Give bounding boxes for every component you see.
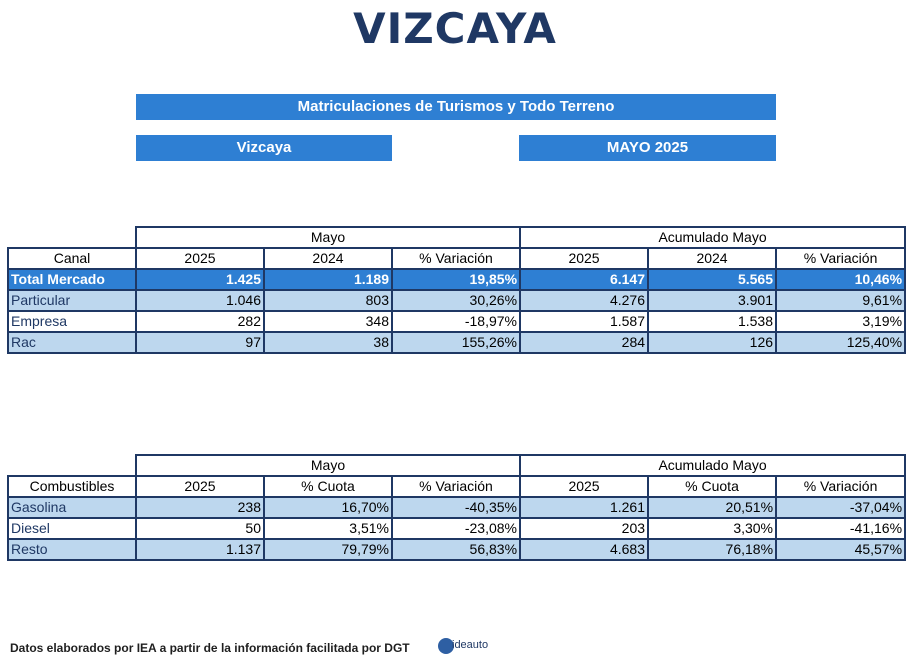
cell: 38: [263, 331, 393, 354]
cell: 50: [135, 517, 265, 540]
cell: 1.425: [135, 268, 265, 291]
logo-text: ideauto: [452, 639, 489, 651]
group-header-month: Mayo: [134, 454, 522, 477]
cell: 19,85%: [390, 268, 522, 291]
column-header: % Variación: [775, 475, 907, 498]
fuel-table: Mayo Acumulado Mayo Combustibles 2025 % …: [7, 454, 907, 561]
row-label: Rac: [7, 331, 137, 354]
cell: -40,35%: [390, 496, 522, 519]
table-row: Gasolina 238 16,70% -40,35% 1.261 20,51%…: [7, 496, 907, 519]
table-row: Empresa 282 348 -18,97% 1.587 1.538 3,19…: [7, 310, 907, 333]
page-title: VIZCAYA: [353, 4, 557, 53]
column-header: 2025: [519, 475, 650, 498]
cell: 125,40%: [775, 331, 907, 354]
cell: 3,19%: [775, 310, 907, 333]
column-header: Combustibles: [7, 475, 137, 498]
cell: -41,16%: [775, 517, 907, 540]
channel-table: Mayo Acumulado Mayo Canal 2025 2024 % Va…: [7, 226, 907, 354]
cell: -18,97%: [390, 310, 522, 333]
cell: 1.587: [519, 310, 650, 333]
cell: 6.147: [519, 268, 650, 291]
cell: 1.538: [647, 310, 778, 333]
region-label: Vizcaya: [136, 135, 392, 161]
cell: 45,57%: [775, 538, 907, 561]
cell: 56,83%: [390, 538, 522, 561]
cell: 16,70%: [263, 496, 393, 519]
cell: 10,46%: [775, 268, 907, 291]
column-header: 2025: [135, 475, 265, 498]
row-label: Empresa: [7, 310, 137, 333]
cell: 30,26%: [390, 289, 522, 312]
cell: 1.189: [263, 268, 393, 291]
cell: 3,51%: [263, 517, 393, 540]
row-label: Particular: [7, 289, 137, 312]
group-header-month: Mayo: [134, 226, 522, 249]
column-header: 2025: [135, 247, 265, 270]
cell: -37,04%: [775, 496, 907, 519]
column-header: % Cuota: [263, 475, 393, 498]
table-row: Resto 1.137 79,79% 56,83% 4.683 76,18% 4…: [7, 538, 907, 561]
column-header: Canal: [7, 247, 137, 270]
column-header: % Variación: [390, 475, 522, 498]
cell: 155,26%: [390, 331, 522, 354]
cell: 9,61%: [775, 289, 907, 312]
table-row: Rac 97 38 155,26% 284 126 125,40%: [7, 331, 907, 354]
source-note: Datos elaborados por IEA a partir de la …: [10, 641, 410, 655]
cell: 3,30%: [647, 517, 778, 540]
column-header: 2024: [647, 247, 778, 270]
logo-mark-icon: [438, 638, 454, 654]
cell: 5.565: [647, 268, 778, 291]
cell: 97: [135, 331, 265, 354]
table-row: Diesel 50 3,51% -23,08% 203 3,30% -41,16…: [7, 517, 907, 540]
cell: 348: [263, 310, 393, 333]
cell: 803: [263, 289, 393, 312]
row-label: Gasolina: [7, 496, 137, 519]
cell: 284: [519, 331, 650, 354]
empty-corner: [8, 455, 136, 476]
column-header: 2025: [519, 247, 650, 270]
column-header: % Variación: [390, 247, 522, 270]
cell: 79,79%: [263, 538, 393, 561]
cell: 238: [135, 496, 265, 519]
cell: 4.683: [519, 538, 650, 561]
group-header-cumulative: Acumulado Mayo: [519, 454, 907, 477]
cell: 3.901: [647, 289, 778, 312]
column-header: % Cuota: [647, 475, 778, 498]
cell: 1.261: [519, 496, 650, 519]
cell: 1.137: [135, 538, 265, 561]
row-label: Resto: [7, 538, 137, 561]
column-header: % Variación: [775, 247, 907, 270]
cell: 76,18%: [647, 538, 778, 561]
row-label: Total Mercado: [7, 268, 137, 291]
period-label: MAYO 2025: [519, 135, 776, 161]
table-row: Particular 1.046 803 30,26% 4.276 3.901 …: [7, 289, 907, 312]
cell: 1.046: [135, 289, 265, 312]
cell: 203: [519, 517, 650, 540]
cell: 126: [647, 331, 778, 354]
cell: -23,08%: [390, 517, 522, 540]
table-row: Total Mercado 1.425 1.189 19,85% 6.147 5…: [7, 268, 907, 291]
column-header: 2024: [263, 247, 393, 270]
cell: 282: [135, 310, 265, 333]
group-header-cumulative: Acumulado Mayo: [519, 226, 907, 249]
row-label: Diesel: [7, 517, 137, 540]
empty-corner: [8, 227, 136, 248]
cell: 4.276: [519, 289, 650, 312]
cell: 20,51%: [647, 496, 778, 519]
report-banner: Matriculaciones de Turismos y Todo Terre…: [136, 94, 776, 120]
